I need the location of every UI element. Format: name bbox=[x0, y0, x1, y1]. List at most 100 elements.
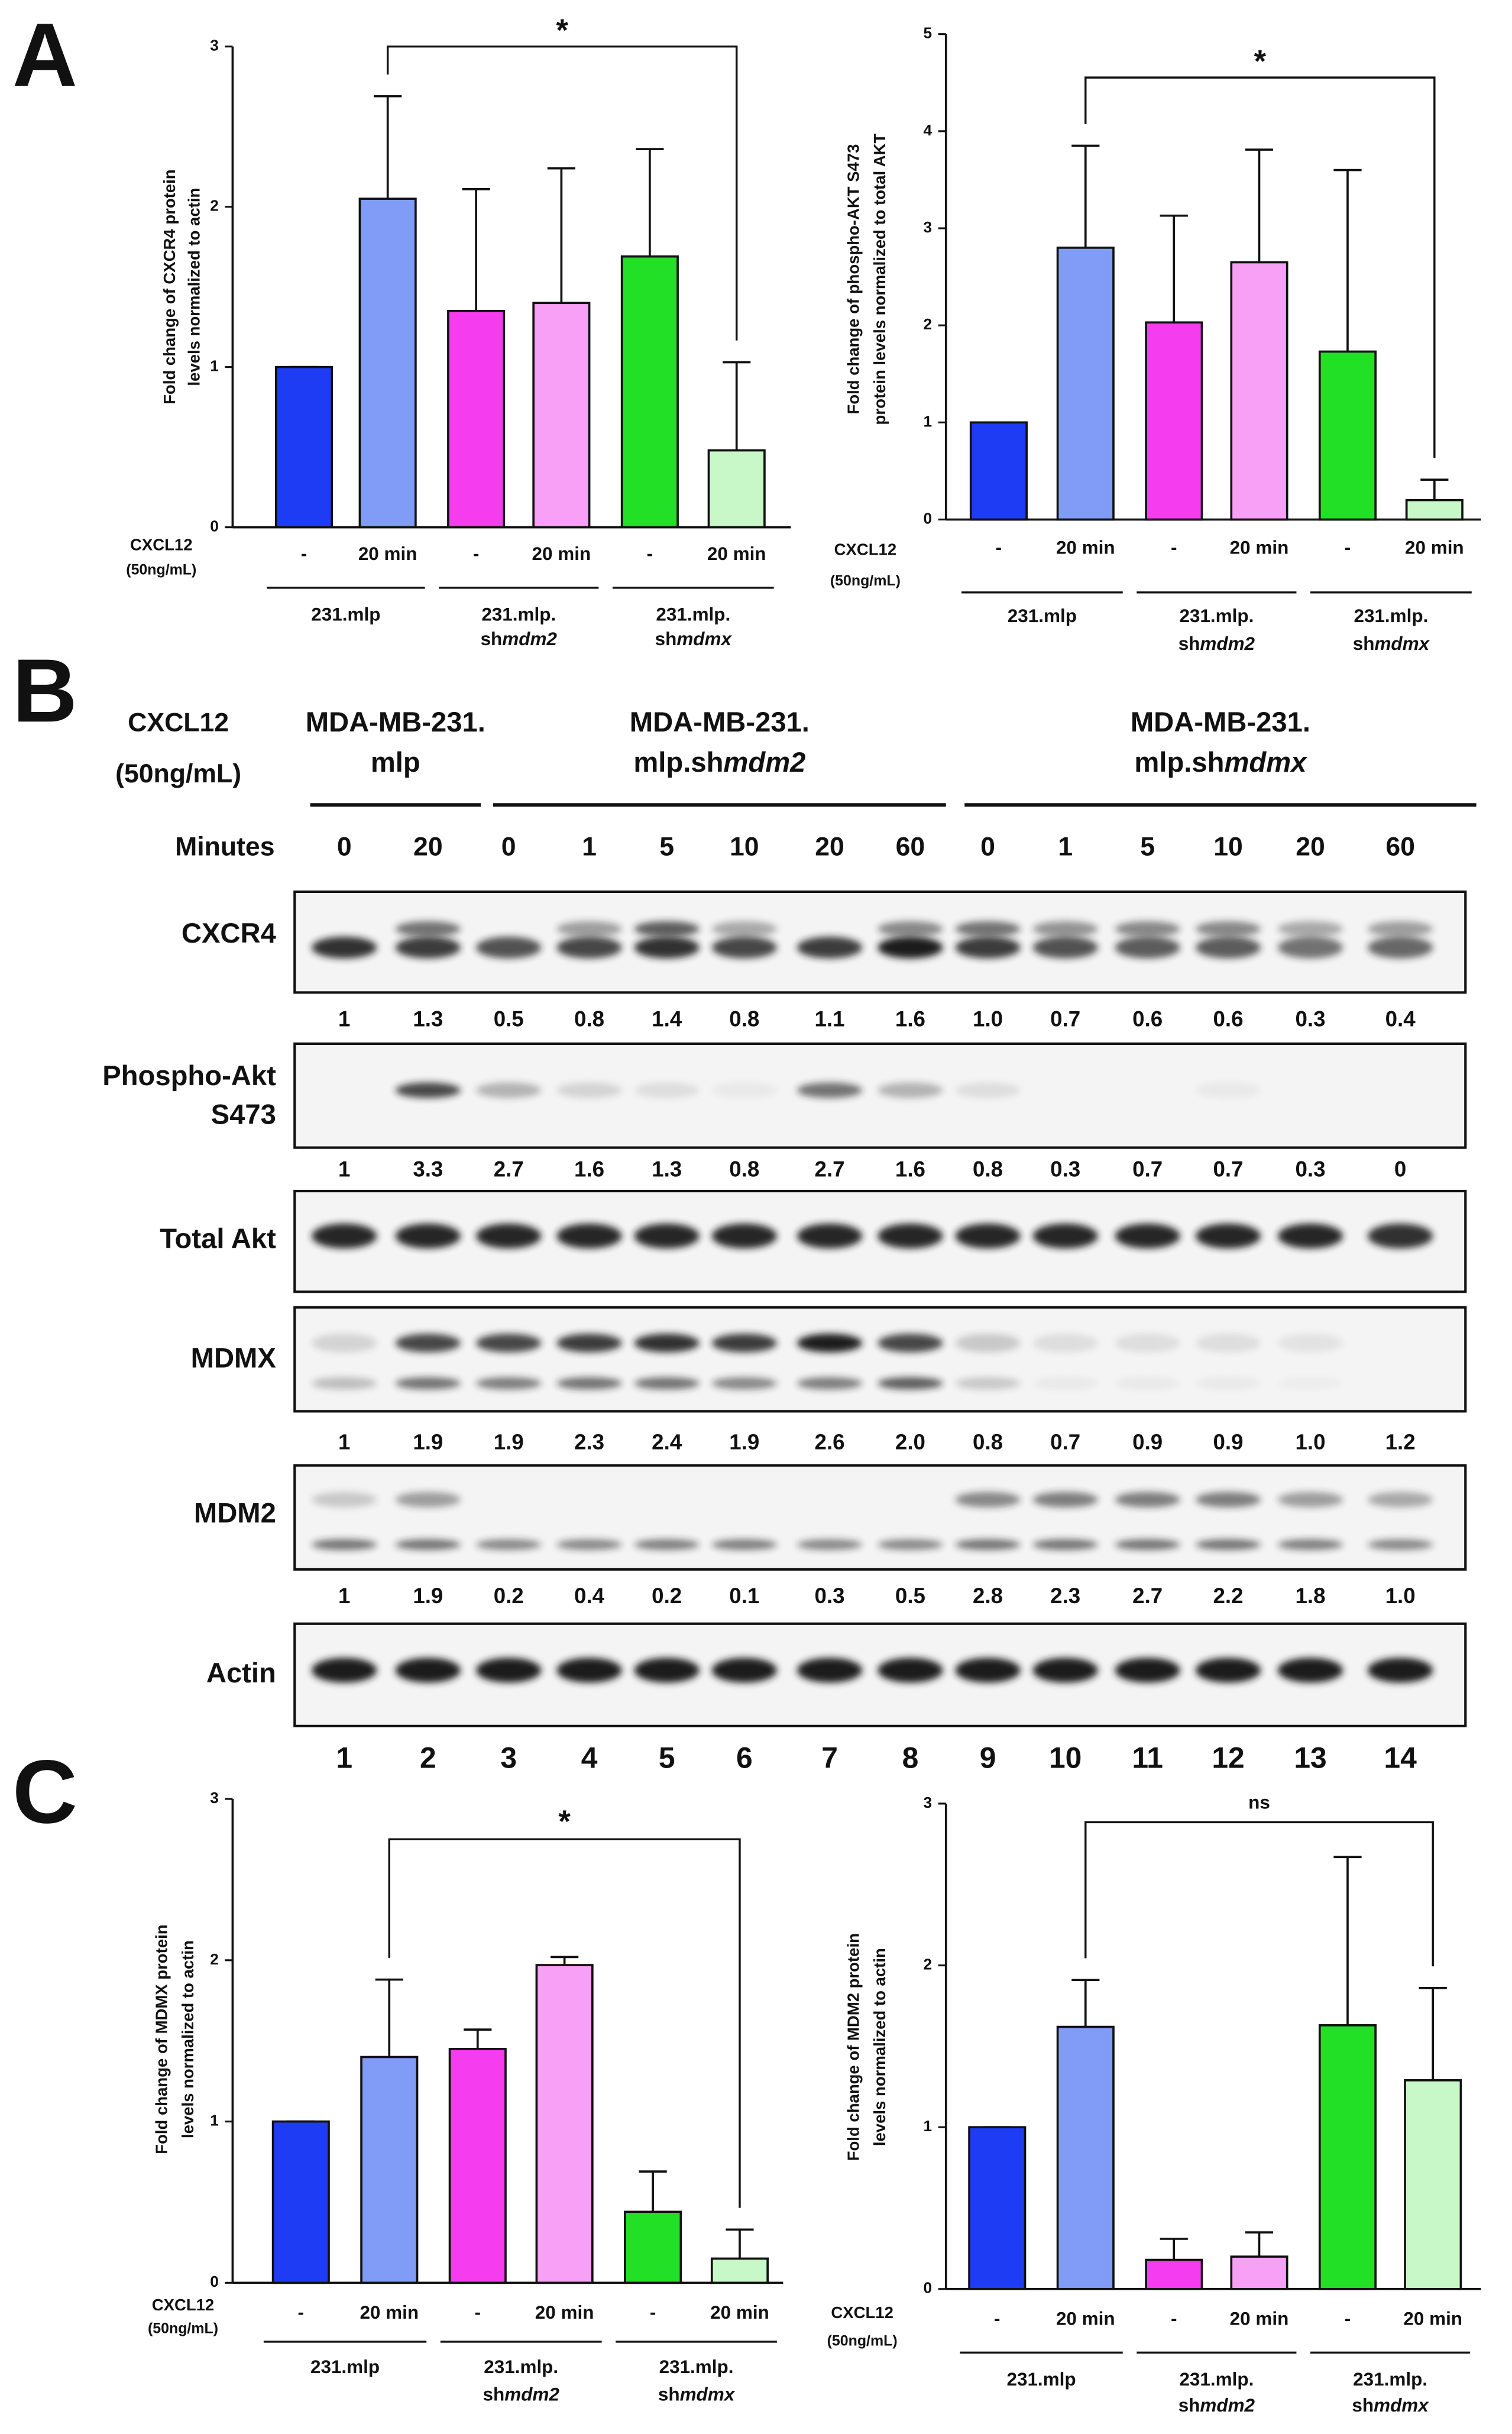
treatment-label: (50ng/mL) bbox=[148, 2320, 218, 2337]
blot-band bbox=[395, 936, 461, 959]
blot-quant: 2.7 bbox=[494, 1157, 524, 1182]
blot-quant: 0.7 bbox=[1050, 1430, 1080, 1454]
blot-band bbox=[556, 1658, 622, 1683]
blot-band bbox=[878, 936, 943, 959]
blot-band bbox=[634, 1377, 700, 1390]
x-tick-label: 20 min bbox=[707, 543, 766, 564]
bar bbox=[710, 2257, 769, 2284]
blot-band bbox=[955, 1377, 1021, 1390]
y-tick-label: 4 bbox=[924, 121, 933, 139]
blot-group-label-part: mlp.sh bbox=[633, 747, 723, 778]
treatment-label: (50ng/mL) bbox=[126, 562, 196, 578]
blot-band bbox=[395, 1377, 461, 1390]
significance-bracket bbox=[386, 45, 738, 341]
blot-quant: 0.8 bbox=[973, 1157, 1003, 1182]
blot-quant: 1.6 bbox=[895, 1157, 925, 1182]
x-tick-label: - bbox=[1171, 538, 1177, 558]
blot-quant: 0.1 bbox=[729, 1584, 759, 1608]
blot-quant: 0.5 bbox=[895, 1584, 925, 1608]
y-axis-label: Fold change of phospho-AKT S473 bbox=[844, 144, 862, 415]
panel-label: B bbox=[12, 640, 77, 741]
blot-treatment-label: CXCL12 bbox=[128, 708, 229, 737]
blot-band bbox=[634, 936, 700, 959]
blot-band bbox=[1032, 1658, 1098, 1683]
x-tick-label: 20 min bbox=[1230, 538, 1289, 558]
significance-bracket bbox=[1084, 1821, 1434, 1967]
minutes-label: Minutes bbox=[175, 832, 274, 861]
group-label: shmdmx bbox=[1352, 2395, 1429, 2416]
y-tick-label: 2 bbox=[924, 315, 933, 333]
blot-quant: 2.7 bbox=[815, 1157, 845, 1182]
x-tick-label: - bbox=[650, 2302, 656, 2323]
blot-band bbox=[797, 1377, 863, 1390]
minutes-value: 20 bbox=[413, 832, 443, 861]
bar bbox=[1230, 2255, 1288, 2290]
group-label: shmdm2 bbox=[483, 2384, 560, 2405]
blot-band bbox=[1032, 1377, 1098, 1390]
blot-band bbox=[556, 1333, 622, 1352]
blot-band bbox=[711, 921, 777, 937]
blot-band bbox=[797, 1333, 863, 1352]
treatment-label: CXCL12 bbox=[831, 2303, 893, 2322]
y-tick-label: 0 bbox=[210, 517, 219, 535]
lane-number: 9 bbox=[980, 1742, 996, 1775]
blot-band bbox=[1195, 1491, 1261, 1508]
blot-quant: 2.8 bbox=[973, 1584, 1003, 1608]
x-tick-label: - bbox=[647, 543, 653, 564]
x-tick-label: 20 min bbox=[1056, 538, 1115, 558]
group-label: 231.mlp bbox=[1006, 2369, 1076, 2390]
blot-quant: 2.4 bbox=[652, 1430, 682, 1454]
bar bbox=[271, 2120, 330, 2284]
blot-quant: 0.8 bbox=[729, 1006, 759, 1031]
y-tick-label: 1 bbox=[210, 2111, 219, 2129]
blot-quant: 0.3 bbox=[1296, 1157, 1326, 1182]
blot-band bbox=[711, 1377, 777, 1390]
blot-band bbox=[556, 1082, 622, 1098]
blot-quant: 0.4 bbox=[574, 1584, 605, 1608]
lane-number: 13 bbox=[1294, 1742, 1326, 1775]
blot-band bbox=[1368, 1224, 1433, 1249]
y-tick-label: 2 bbox=[210, 197, 219, 215]
y-tick-label: 2 bbox=[210, 1950, 219, 1968]
group-label-part: mdm2 bbox=[1200, 633, 1255, 654]
y-axis-label: protein levels normalized to total AKT bbox=[870, 133, 889, 425]
group-label-part: mdmx bbox=[1374, 2395, 1429, 2416]
significance-label: ns bbox=[1248, 1792, 1270, 1812]
blot-group-label: MDA-MB-231. bbox=[306, 707, 485, 738]
lane-number: 2 bbox=[420, 1742, 436, 1775]
group-label: shmdm2 bbox=[1178, 2395, 1255, 2416]
blot-band bbox=[476, 1224, 542, 1249]
y-tick-label: 3 bbox=[924, 1794, 933, 1811]
minutes-value: 10 bbox=[1213, 832, 1243, 861]
minutes-value: 0 bbox=[501, 832, 516, 861]
blot-band bbox=[711, 1333, 777, 1352]
blot-band bbox=[797, 936, 863, 959]
blot-quant: 2.7 bbox=[1132, 1584, 1163, 1608]
minutes-value: 20 bbox=[815, 832, 844, 861]
minutes-value: 0 bbox=[337, 832, 352, 861]
bar bbox=[1145, 2258, 1203, 2290]
blot-membrane bbox=[293, 1464, 1467, 1571]
blot-band bbox=[395, 1539, 461, 1551]
blot-band bbox=[711, 1658, 777, 1683]
x-tick-label: - bbox=[475, 2302, 481, 2323]
blot-band bbox=[476, 1082, 542, 1098]
minutes-value: 5 bbox=[1140, 832, 1155, 861]
blot-group-label: MDA-MB-231. bbox=[1131, 707, 1310, 738]
blot-band bbox=[312, 1224, 377, 1249]
blot-band bbox=[634, 1539, 700, 1551]
blot-band bbox=[878, 921, 943, 937]
x-tick-label: 20 min bbox=[360, 2302, 419, 2323]
treatment-label: CXCL12 bbox=[130, 535, 193, 554]
x-tick-label: - bbox=[1171, 2309, 1177, 2329]
blot-band bbox=[556, 1539, 622, 1551]
blot-band bbox=[1115, 1224, 1180, 1249]
blot-band bbox=[1032, 1539, 1098, 1551]
significance-bracket bbox=[388, 1838, 741, 2208]
lane-number: 4 bbox=[581, 1742, 598, 1775]
blot-quant: 1.0 bbox=[1296, 1430, 1326, 1454]
bar bbox=[620, 255, 679, 529]
group-label: 231.mlp. bbox=[1354, 606, 1428, 626]
blot-quant: 1.9 bbox=[494, 1430, 524, 1454]
